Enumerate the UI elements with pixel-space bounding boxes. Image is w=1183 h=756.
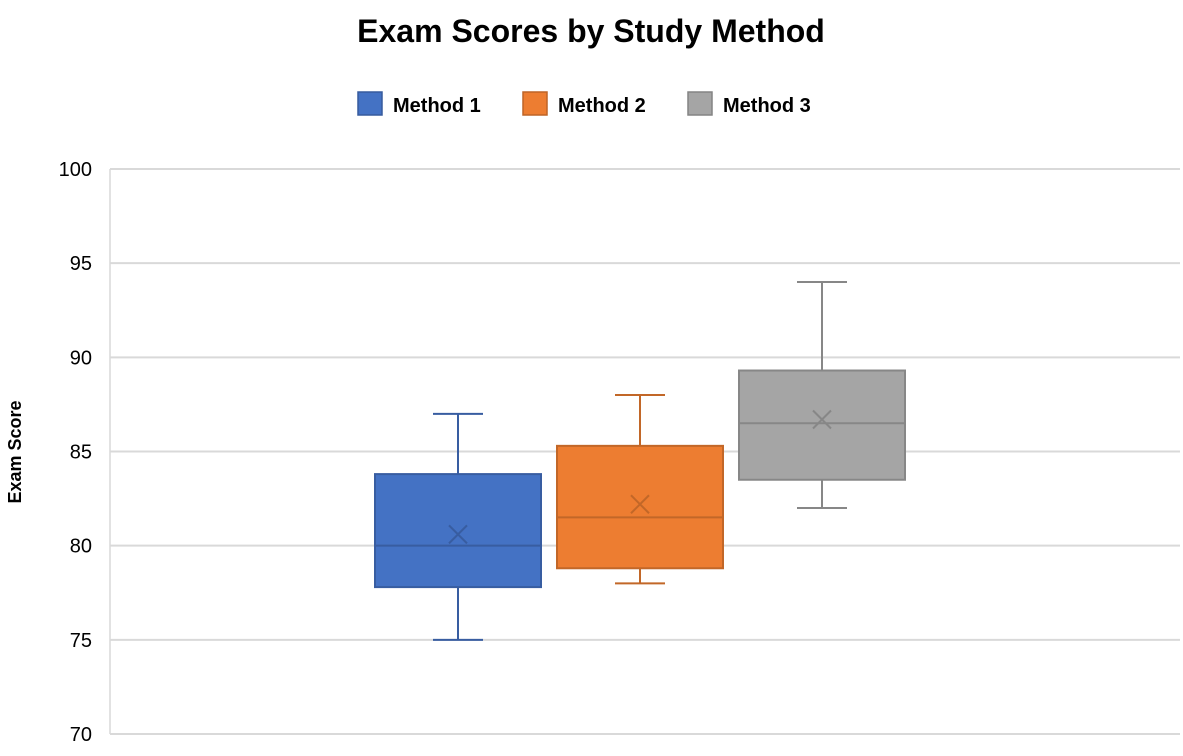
- legend-label: Method 2: [558, 95, 646, 117]
- iqr-box: [374, 473, 542, 589]
- y-tick-label: 75: [70, 630, 92, 652]
- y-tick-label: 95: [70, 253, 92, 275]
- y-tick-label: 100: [59, 159, 92, 181]
- legend-label: Method 1: [393, 95, 481, 117]
- mean-marker: [630, 494, 650, 514]
- box-1: [374, 412, 542, 641]
- y-axis-ticks: 70 75 80 85 90 95 100: [59, 159, 92, 746]
- y-axis-label: Exam Score: [5, 400, 25, 503]
- y-tick-label: 90: [70, 347, 92, 369]
- legend-swatch: [522, 91, 548, 116]
- legend-swatch: [357, 91, 383, 116]
- y-tick-label: 80: [70, 536, 92, 558]
- mean-marker: [448, 524, 468, 545]
- iqr-box: [556, 444, 724, 570]
- y-tick-label: 70: [70, 724, 92, 746]
- box-2: [556, 394, 724, 585]
- legend-swatch: [687, 91, 713, 116]
- iqr-box: [738, 369, 906, 481]
- y-tick-label: 85: [70, 442, 92, 464]
- legend-label: Method 3: [723, 95, 811, 117]
- chart-title: Exam Scores by Study Method: [357, 13, 825, 49]
- legend: Method 1 Method 2 Method 3: [357, 91, 811, 117]
- box-3: [738, 281, 906, 509]
- boxes: [374, 281, 906, 641]
- mean-marker: [812, 409, 832, 430]
